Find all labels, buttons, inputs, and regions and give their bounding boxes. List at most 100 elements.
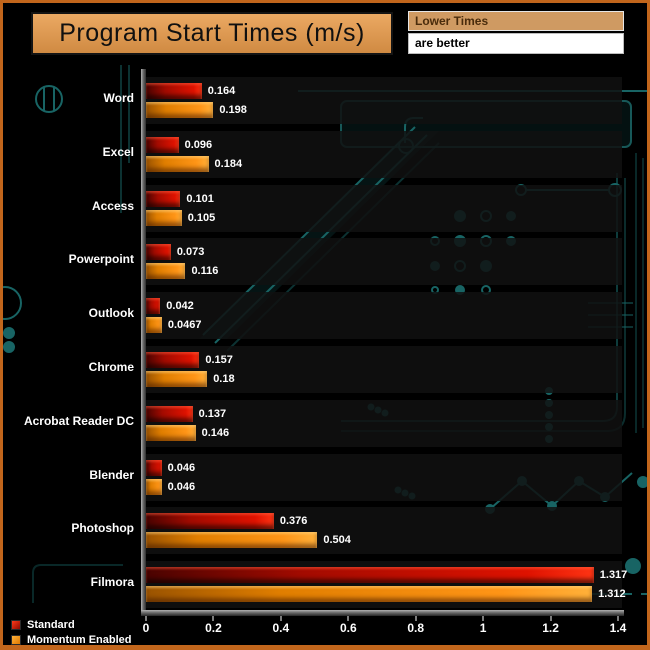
- row-band: 0.157 0.18: [146, 345, 622, 393]
- bar-momentum-enabled: [146, 532, 318, 549]
- x-tick-mark: [482, 616, 485, 621]
- bar-value-label: 0.046: [167, 461, 196, 474]
- row-band: 0.042 0.0467: [146, 292, 622, 340]
- x-tick-label: 0.4: [272, 621, 290, 635]
- bar-value-label: 0.0467: [167, 319, 202, 332]
- bar-standard: [146, 351, 200, 368]
- chart-row: Access 0.101 0.105: [92, 181, 622, 235]
- row-band: 0.096 0.184: [146, 130, 622, 178]
- x-tick-label: 0.2: [205, 621, 222, 635]
- category-label: Filmora: [90, 575, 134, 590]
- x-tick-label: 1.2: [542, 621, 559, 635]
- x-tick-mark: [279, 616, 282, 621]
- row-band: 0.046 0.046: [146, 453, 622, 501]
- x-tick-label: 0.8: [407, 621, 425, 635]
- bar-standard: [146, 190, 181, 207]
- bar-value-label: 0.146: [201, 426, 230, 439]
- bar-value-label: 0.046: [167, 480, 196, 493]
- bar-value-label: 0.101: [186, 192, 214, 205]
- bar-value-label: 0.042: [166, 300, 194, 313]
- row-band: 0.164 0.198: [146, 77, 622, 124]
- legend-label-standard: Standard: [27, 618, 75, 631]
- x-tick-mark: [212, 616, 215, 621]
- category-label: Excel: [102, 144, 134, 159]
- chart-row: Blender 0.046 0.046: [89, 450, 622, 504]
- row-band: 0.073 0.116: [146, 238, 622, 286]
- bar-value-label: 0.184: [214, 157, 243, 170]
- x-tick-label: 1.4: [609, 621, 627, 635]
- x-tick-mark: [549, 616, 552, 621]
- bar-value-label: 0.073: [176, 246, 205, 259]
- bar-momentum-enabled: [146, 317, 162, 334]
- bar-value-label: 0.105: [187, 211, 216, 224]
- row-band: 0.376 0.504: [146, 507, 622, 555]
- x-tick-label: 1: [479, 621, 487, 635]
- bar-momentum-enabled: [146, 263, 186, 280]
- bar-value-label: 0.116: [191, 265, 219, 278]
- row-band: 0.101 0.105: [146, 184, 622, 232]
- category-label: Access: [91, 198, 134, 213]
- note-lower-times: Lower Times: [408, 11, 624, 31]
- category-label: Acrobat Reader DC: [23, 413, 134, 428]
- bar-value-label: 1.312: [598, 588, 626, 601]
- x-tick-mark: [145, 616, 147, 621]
- x-axis-line: [141, 610, 624, 616]
- bar-value-label: 0.198: [219, 104, 247, 116]
- bar-momentum-enabled: [146, 102, 214, 118]
- chart-row: Filmora 1.317 1.312: [91, 557, 627, 611]
- bar-value-label: 0.157: [205, 353, 233, 366]
- bar-standard: [146, 459, 162, 476]
- chart-title: Program Start Times (m/s): [59, 19, 365, 47]
- x-axis-tick-labels: 0 0.2 0.4 0.6 0.8 1 1.2 1.4: [142, 621, 627, 637]
- legend-swatch-standard-icon: [11, 619, 21, 630]
- category-label: Powerpoint: [68, 252, 134, 267]
- bar-momentum-enabled: [146, 586, 593, 603]
- legend: Standard Momentum Enabled: [11, 617, 132, 645]
- x-tick-label: 0: [142, 621, 150, 635]
- chart-row: Outlook 0.042 0.0467: [89, 288, 622, 342]
- y-axis-line: [141, 69, 146, 616]
- bar-standard: [146, 83, 202, 99]
- chart-row: Powerpoint 0.073 0.116: [69, 234, 622, 288]
- bar-momentum-enabled: [146, 209, 182, 226]
- category-label: Outlook: [88, 306, 134, 321]
- bar-standard: [146, 405, 193, 422]
- bar-value-label: 0.18: [213, 372, 235, 385]
- chart-row: Chrome 0.157 0.18: [89, 342, 622, 396]
- note-box: Lower Times are better: [408, 11, 624, 54]
- legend-item-momentum: Momentum Enabled: [11, 632, 132, 645]
- plot-area: Word 0.164 0.198 Excel 0.096 0.184 Access 0.101…: [24, 73, 627, 611]
- bar-value-label: 0.096: [184, 138, 213, 151]
- bar-value-label: 0.504: [323, 534, 351, 547]
- chart-row: Photoshop 0.376 0.504: [71, 503, 622, 557]
- bar-standard: [146, 513, 274, 530]
- bar-momentum-enabled: [146, 155, 209, 172]
- bar-momentum-enabled: [146, 478, 162, 495]
- legend-item-standard: Standard: [11, 617, 132, 632]
- note-are-better: are better: [408, 33, 624, 54]
- category-label: Chrome: [88, 359, 134, 374]
- chart-title-box: Program Start Times (m/s): [31, 12, 393, 55]
- x-tick-mark: [617, 616, 619, 621]
- bar-momentum-enabled: [146, 370, 208, 387]
- chart-row: Word 0.164 0.198: [104, 73, 622, 127]
- row-band: 1.317 1.312: [146, 561, 627, 609]
- chart-row: Acrobat Reader DC 0.137 0.146: [24, 396, 622, 450]
- bar-standard: [146, 567, 594, 584]
- bar-standard: [146, 298, 161, 315]
- row-band: 0.137 0.146: [146, 399, 622, 447]
- bar-value-label: 0.137: [198, 407, 227, 420]
- bar-value-label: 0.164: [207, 85, 236, 97]
- x-axis-tick-marks: [145, 616, 619, 621]
- category-label: Photoshop: [71, 521, 134, 536]
- category-label: Word: [103, 91, 134, 105]
- chart-row: Excel 0.096 0.184: [103, 127, 622, 181]
- bar-standard: [146, 136, 179, 153]
- bar-standard: [146, 244, 171, 261]
- category-label: Blender: [89, 467, 134, 482]
- x-tick-label: 0.6: [339, 621, 357, 635]
- legend-swatch-momentum-icon: [11, 634, 21, 645]
- bar-value-label: 0.376: [279, 515, 308, 528]
- bar-momentum-enabled: [146, 424, 196, 441]
